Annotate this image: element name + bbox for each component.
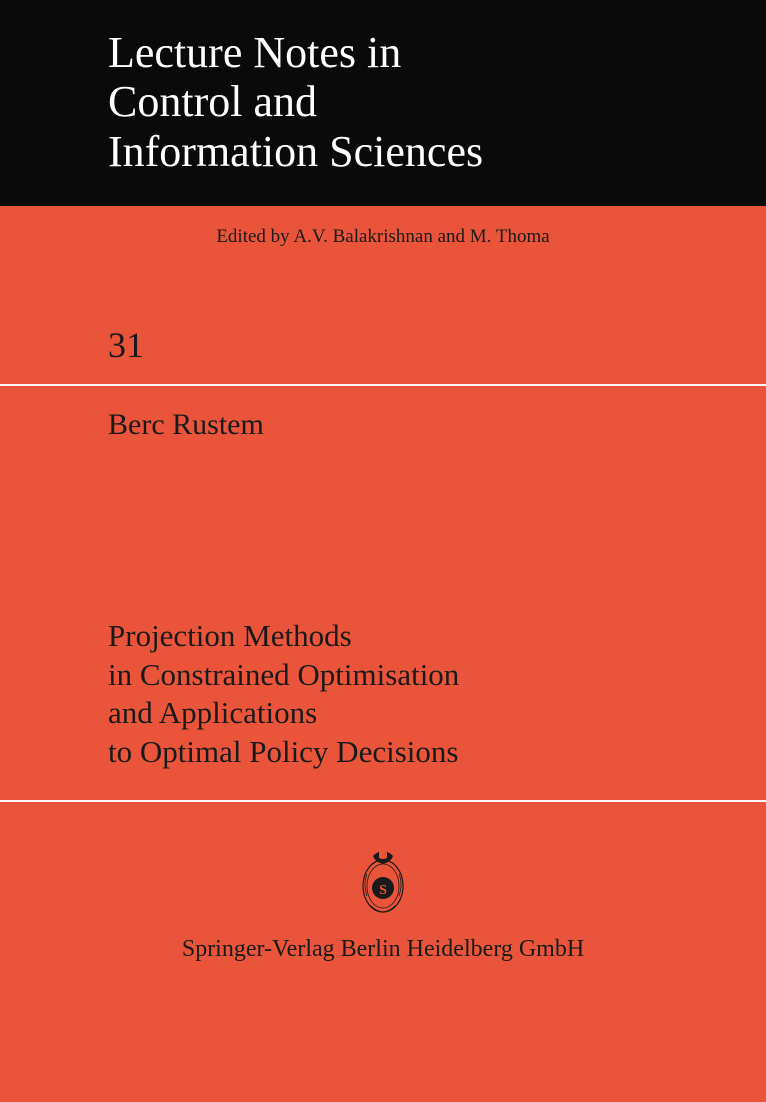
author-name: Berc Rustem (0, 386, 766, 442)
editors-line: Edited by A.V. Balakrishnan and M. Thoma (0, 206, 766, 248)
cover-body: Edited by A.V. Balakrishnan and M. Thoma… (0, 206, 766, 1102)
publisher-logo-wrap: S (0, 802, 766, 924)
series-header-band: Lecture Notes inControl andInformation S… (0, 0, 766, 206)
book-cover: Lecture Notes inControl andInformation S… (0, 0, 766, 1102)
series-title: Lecture Notes inControl andInformation S… (108, 28, 766, 176)
volume-number: 31 (0, 248, 766, 384)
springer-horse-logo-icon: S (353, 844, 413, 924)
publisher-name: Springer-Verlag Berlin Heidelberg GmbH (0, 924, 766, 991)
book-title: Projection Methodsin Constrained Optimis… (0, 442, 766, 800)
svg-text:S: S (379, 883, 387, 898)
